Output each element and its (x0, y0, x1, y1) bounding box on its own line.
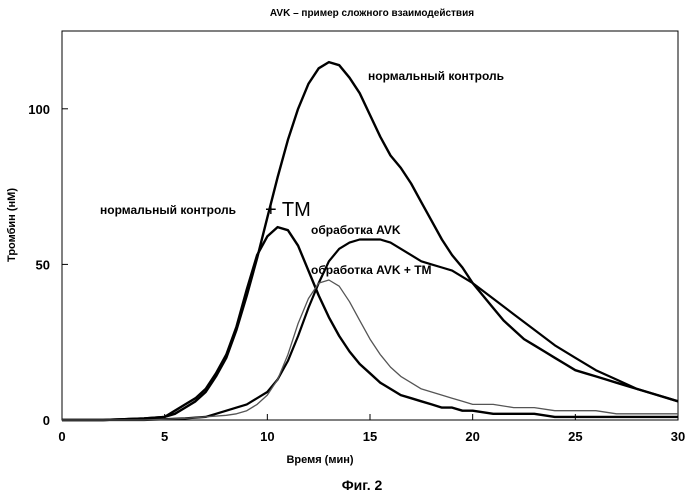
series-line-2 (62, 227, 678, 420)
x-axis-label: Время (мин) (286, 454, 353, 466)
series-label-normal-control-tm: нормальный контроль (100, 203, 236, 217)
x-tick-label: 10 (260, 429, 274, 444)
x-tick-label: 5 (161, 429, 168, 444)
series-label-avk: обработка AVK (311, 223, 401, 237)
chart-title: AVK – пример сложного взаимодействия (270, 8, 474, 19)
series-layer (62, 62, 678, 420)
series-label-avk-tm: обработка AVK + TM (311, 263, 432, 277)
y-tick-label: 0 (43, 413, 50, 428)
y-tick-label: 50 (36, 257, 50, 272)
x-tick-label: 20 (465, 429, 479, 444)
figure-caption: Фиг. 2 (342, 477, 383, 493)
series-line-4 (62, 280, 678, 420)
y-axis-label: Тромбин (нМ) (6, 188, 18, 262)
x-tick-label: 0 (58, 429, 65, 444)
y-tick-label: 100 (28, 102, 50, 117)
series-label-tm-suffix: + TM (265, 199, 311, 221)
x-tick-label: 15 (363, 429, 377, 444)
x-tick-label: 30 (671, 429, 685, 444)
series-line-1 (62, 62, 678, 420)
x-tick-label: 25 (568, 429, 582, 444)
series-label-normal-control: нормальный контроль (368, 69, 504, 83)
